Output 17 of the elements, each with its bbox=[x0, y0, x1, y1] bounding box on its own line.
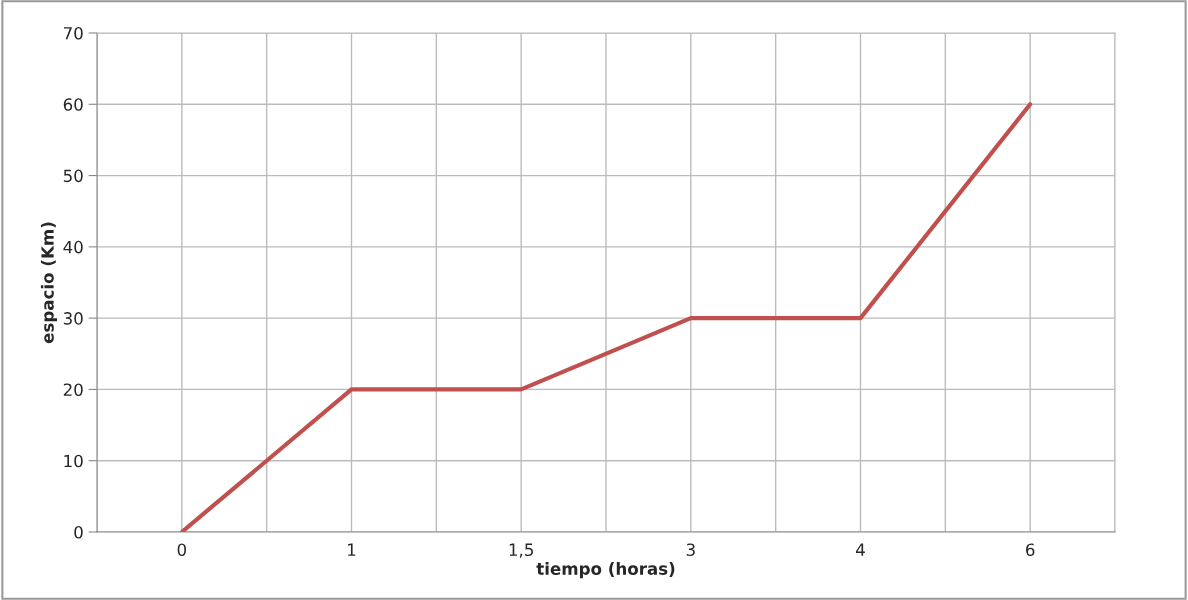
x-axis-title: tiempo (horas) bbox=[536, 562, 675, 579]
y-tick-label: 30 bbox=[63, 312, 83, 325]
x-tick-label: 4 bbox=[856, 543, 865, 556]
x-tick-label: 6 bbox=[1026, 543, 1035, 557]
x-tick-label: 1 bbox=[348, 543, 356, 556]
y-tick-label: 40 bbox=[63, 240, 83, 254]
y-tick-label: 70 bbox=[63, 26, 83, 40]
y-tick-label: 50 bbox=[63, 169, 83, 183]
y-tick-label: 10 bbox=[64, 454, 83, 468]
x-tick-label: 0 bbox=[177, 543, 187, 557]
y-tick-label: 0 bbox=[74, 525, 83, 539]
y-tick-label: 60 bbox=[63, 98, 83, 111]
x-tick-label: 1,5 bbox=[509, 543, 533, 558]
line-series bbox=[179, 102, 1033, 532]
y-axis-title: espacio (Km) bbox=[40, 222, 58, 344]
y-tick-label: 20 bbox=[63, 383, 83, 396]
x-tick-label: 3 bbox=[686, 543, 695, 557]
